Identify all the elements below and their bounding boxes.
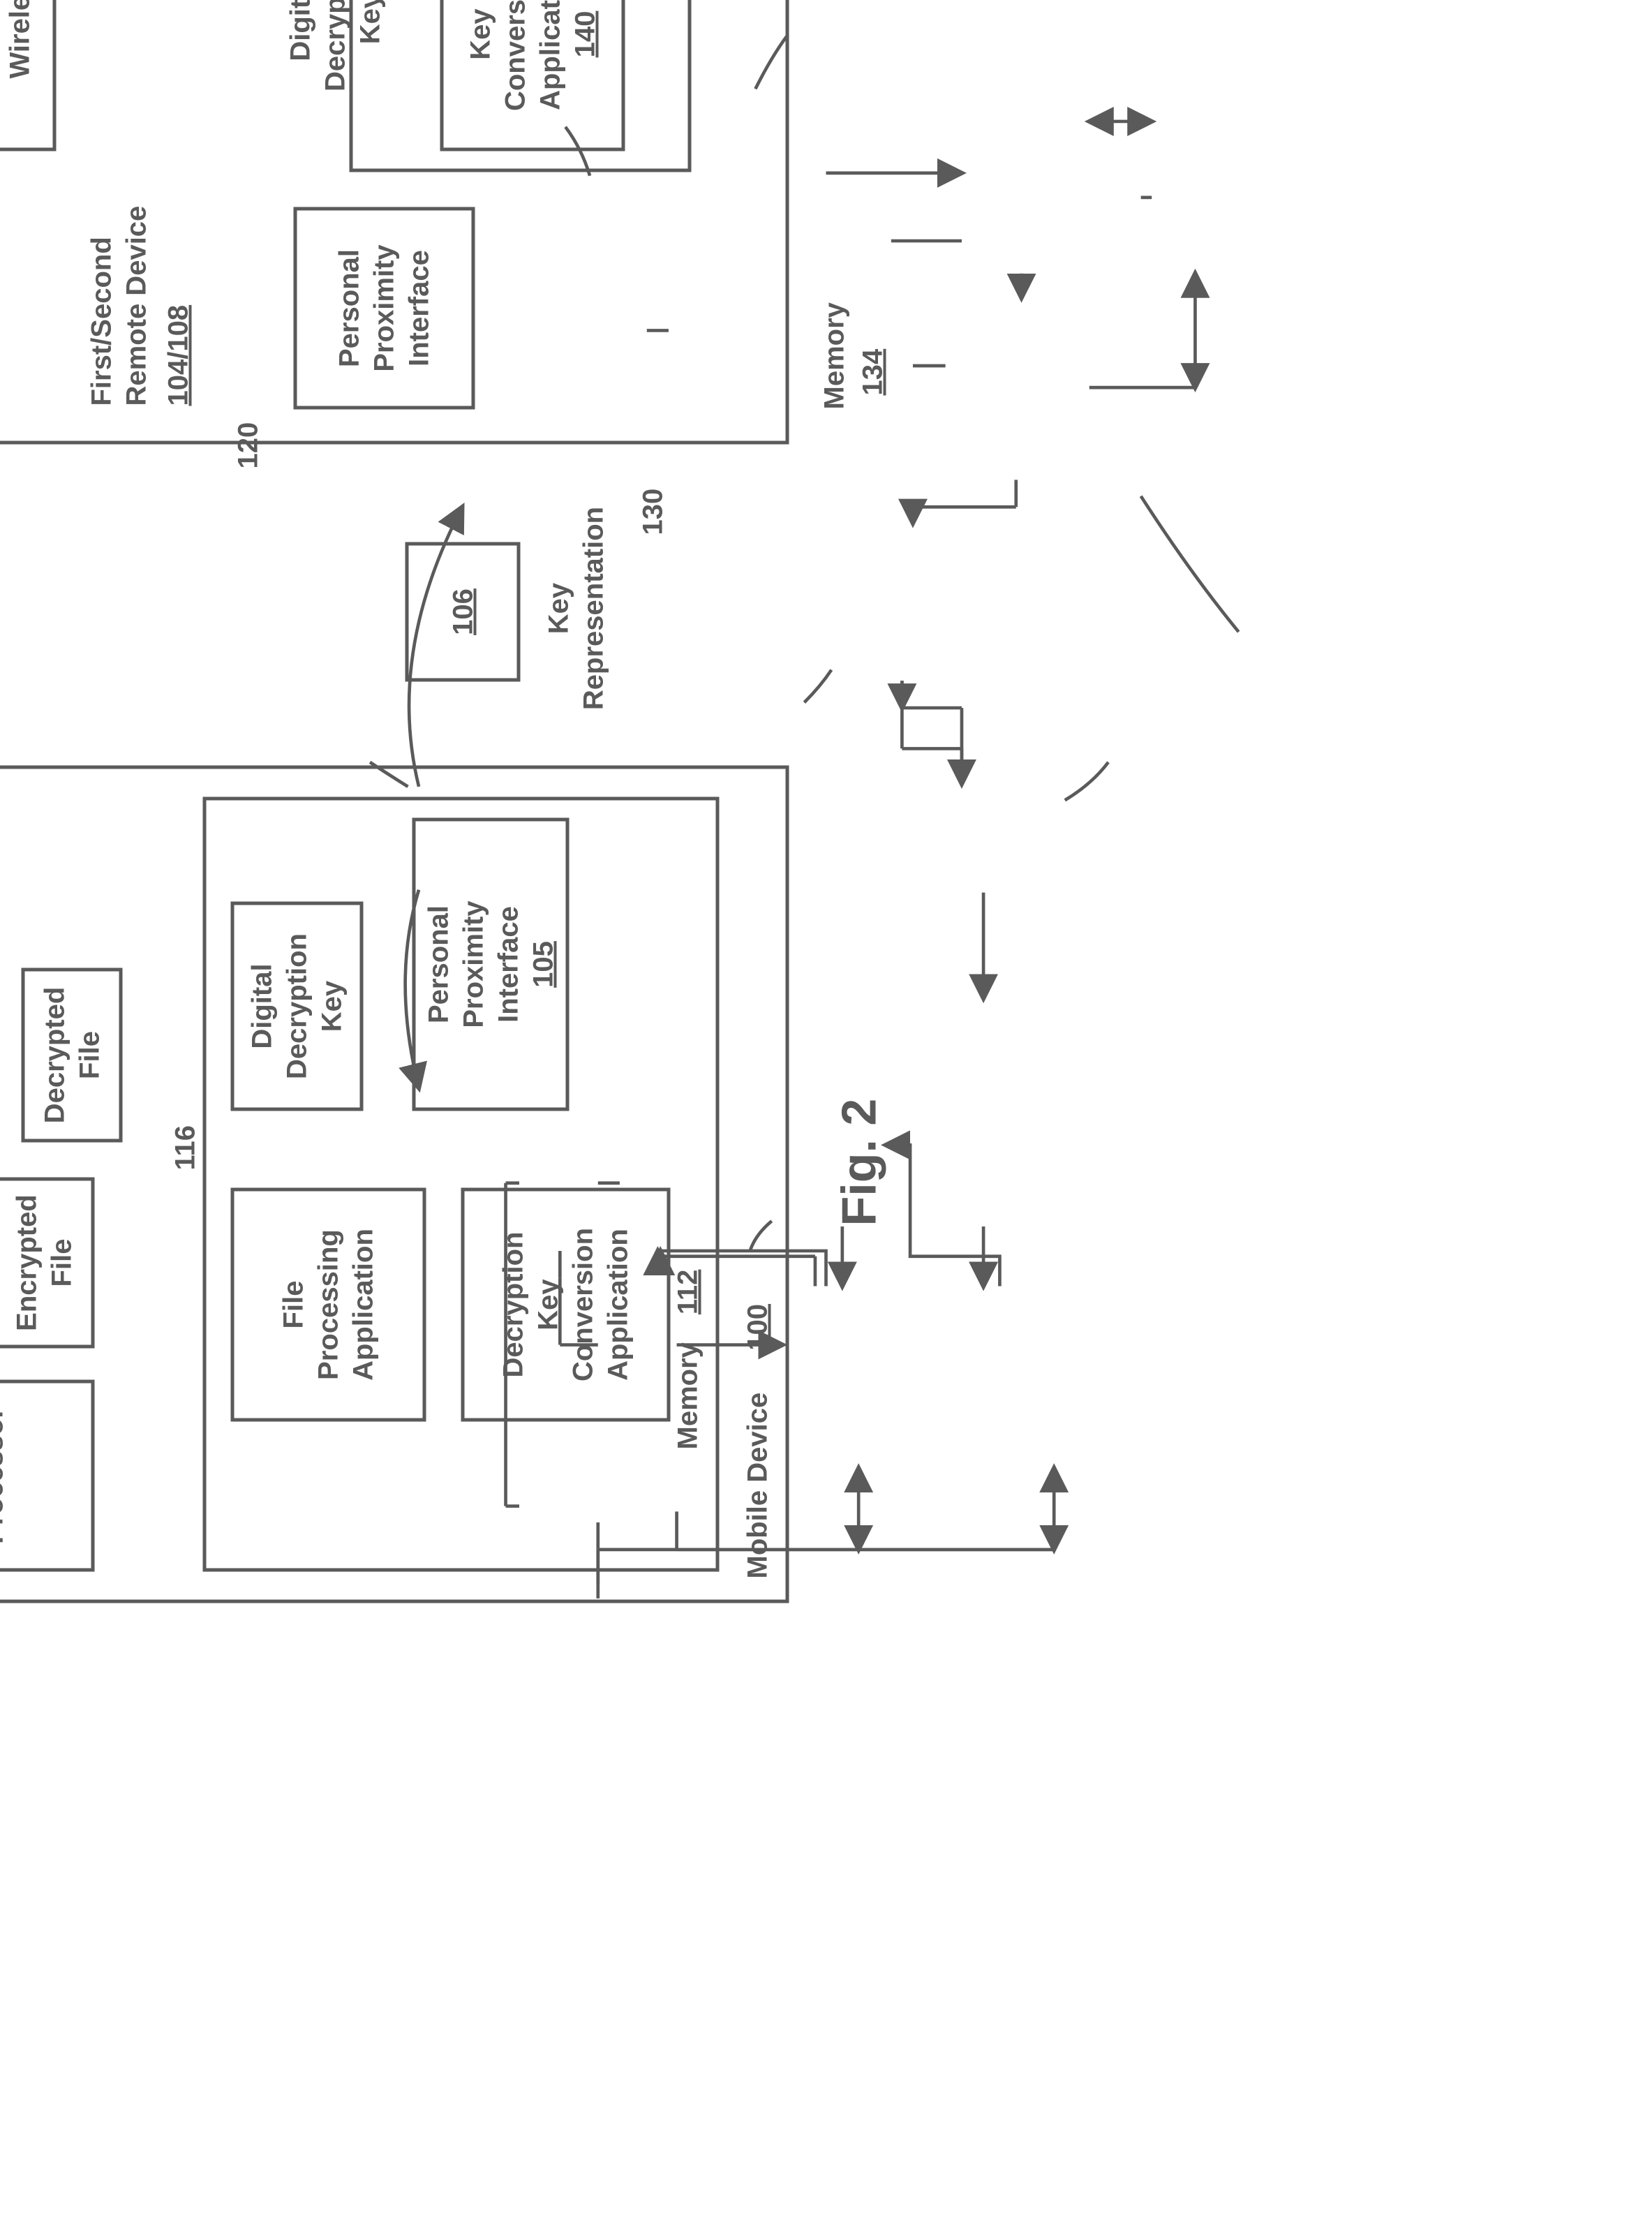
mobile-ppi-label: Personal Proximity Interface <box>421 900 526 1028</box>
callout-116: 116 <box>168 1125 203 1171</box>
key-rep-num: 106 <box>445 588 480 635</box>
remote-wiface-label: Wireless Interface <box>2 0 37 79</box>
mobile-encrypted-file: Encrypted File <box>0 1178 95 1349</box>
remote-memory-label: Memory <box>817 302 852 409</box>
mobile-title: Mobile Device <box>741 1393 775 1579</box>
mobile-ppi-num: 105 <box>526 941 560 988</box>
mobile-digital-decrypt-key: Digital Decryption Key <box>231 902 364 1111</box>
figure-label: Fig. 2 <box>831 1099 887 1226</box>
remote-personal-proximity-interface: Personal Proximity Interface <box>294 207 475 410</box>
mobile-memory-label: Memory <box>671 1342 706 1449</box>
decrypt-key-conversion-app: Decryption Key Conversion Application <box>461 1188 671 1422</box>
mobile-personal-proximity-interface: Personal Proximity Interface 105 <box>412 818 570 1111</box>
callout-130: 130 <box>636 489 671 535</box>
callout-120: 120 <box>231 422 266 469</box>
key-conv-label: Key Conversion Application <box>463 0 567 111</box>
remote-wireless-interface: Wireless Interface <box>0 0 57 151</box>
file-processing-app: File Processing Application <box>231 1188 426 1422</box>
mobile-memory-num: 112 <box>671 1270 706 1315</box>
diagram-canvas: Mobile Device 100 Memory 112 Processor E… <box>0 35 1652 1631</box>
mobile-decrypted-file: Decrypted File <box>22 968 123 1143</box>
remote-title: First/Second Remote Device <box>84 206 154 406</box>
key-representation-box: 106 <box>405 542 521 682</box>
dk-conv-label: Decryption Key Conversion Application <box>496 1228 636 1381</box>
remote-ppi-label: Personal Proximity Interface <box>332 244 437 371</box>
remote-memory-num: 134 <box>856 349 891 396</box>
mobile-title-num: 100 <box>741 1304 775 1351</box>
key-representation-label: Key Representation <box>542 494 611 724</box>
remote-ddk-label: Digital Decryption Key <box>283 0 388 113</box>
mobile-processor: Processor <box>0 1380 95 1572</box>
mobile-processor-label: Processor <box>0 1407 11 1544</box>
key-conversion-app: Key Conversion Application 140 <box>440 0 625 151</box>
mobile-ddk-label: Digital Decryption Key <box>245 933 350 1079</box>
mobile-encrypted-file-label: Encrypted File <box>9 1194 79 1331</box>
remote-title-num: 104/108 <box>161 305 196 406</box>
fpa-label: File Processing Application <box>276 1229 381 1381</box>
mobile-decrypted-file-label: Decrypted File <box>37 987 107 1124</box>
key-conv-num: 140 <box>567 11 602 58</box>
